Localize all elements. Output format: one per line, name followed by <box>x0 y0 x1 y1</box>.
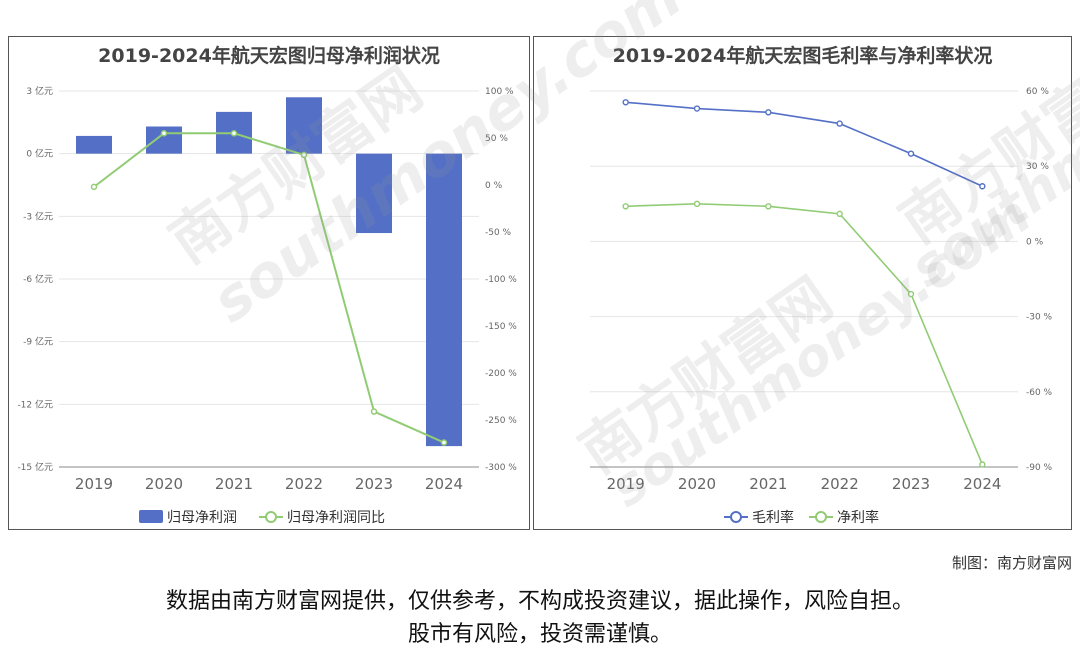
legend-line-label: 归母净利润同比 <box>287 509 385 526</box>
y-left-tick-label: -6 亿元 <box>23 273 53 285</box>
gross-margin-point-2023 <box>907 150 915 157</box>
legend-net-label: 净利率 <box>837 509 879 526</box>
profit-chart-panel: 3 亿元 0 亿元 -3 亿元 -6 亿元 -9 亿元 -12 亿元 -15 亿元 100 %… <box>8 36 530 530</box>
bar-2022 <box>286 97 322 154</box>
y-right-tick-label: -300 % <box>485 463 517 473</box>
legend-gross-marker <box>730 511 742 523</box>
x-tick-label: 2019 <box>75 475 113 493</box>
gross-margin-point-2024 <box>979 183 986 190</box>
chart-credit: 制图：南方财富网 <box>951 554 1072 572</box>
gross-margin-point-2021 <box>765 109 772 116</box>
legend-gross-label: 毛利率 <box>752 509 794 526</box>
legend-bar-label: 归母净利润 <box>167 509 237 526</box>
y-right-tick-label: 50 % <box>485 134 508 144</box>
y-right-tick-label: -250 % <box>485 416 517 426</box>
disclaimer-line-1: 数据由南方财富网提供，仅供参考，不构成投资建议，据此操作，风险自担。 <box>165 589 914 614</box>
bar-2023 <box>356 153 392 234</box>
y-right-tick-label: 0 % <box>485 181 503 191</box>
y-right-tick-label: 60 % <box>1026 87 1049 97</box>
profit-chart-title: 2019-2024年航天宏图归母净利润状况 <box>98 45 440 67</box>
net-margin-point-2021 <box>765 203 772 210</box>
legend-net-marker <box>815 511 827 523</box>
yoy-point-2020 <box>160 130 168 137</box>
margin-chart-title: 2019-2024年航天宏图毛利率与净利率状况 <box>612 45 993 67</box>
net-margin-point-2020 <box>693 200 701 208</box>
y-left-tick-label: -9 亿元 <box>23 336 53 348</box>
gross-margin-point-2019 <box>622 99 629 106</box>
legend-line-marker <box>265 511 277 523</box>
y-right-tick-label: -60 % <box>1026 388 1053 398</box>
net-margin-point-2022 <box>836 210 843 218</box>
yoy-point-2022 <box>300 151 308 159</box>
x-tick-label: 2024 <box>963 475 1001 493</box>
x-tick-label: 2023 <box>355 475 393 493</box>
y-right-tick-label: -150 % <box>485 322 517 332</box>
x-tick-label: 2021 <box>749 475 787 493</box>
yoy-point-2023 <box>370 408 378 415</box>
gross-margin-line <box>625 101 983 187</box>
net-margin-line <box>625 202 984 465</box>
margin-chart: 60 % 30 % 0 % -30 % -60 % -90 % 2019 2020 2021 20… <box>590 87 1053 526</box>
margin-chart-panel: 60 % 30 % 0 % -30 % -60 % -90 % 2019 2020 2021 20… <box>533 36 1072 530</box>
x-tick-label: 2021 <box>215 475 253 493</box>
profit-chart: 3 亿元 0 亿元 -3 亿元 -6 亿元 -9 亿元 -12 亿元 -15 亿元 100 %… <box>17 85 517 526</box>
y-right-tick-label: -100 % <box>485 275 517 285</box>
x-tick-label: 2023 <box>892 475 930 493</box>
net-margin-point-2023 <box>907 290 915 298</box>
yoy-point-2024 <box>440 439 448 446</box>
gross-margin-point-2020 <box>693 105 701 112</box>
y-left-tick-label: -15 亿元 <box>17 461 53 473</box>
x-tick-label: 2019 <box>607 475 645 493</box>
x-tick-label: 2020 <box>145 475 183 493</box>
gross-margin-point-2022 <box>836 120 843 127</box>
x-tick-label: 2022 <box>285 475 323 493</box>
yoy-line <box>93 132 445 444</box>
bar-2024 <box>426 153 462 447</box>
y-right-tick-label: -200 % <box>485 369 517 379</box>
x-tick-label: 2020 <box>678 475 716 493</box>
y-left-tick-label: 0 亿元 <box>26 148 53 160</box>
net-margin-point-2019 <box>622 203 629 210</box>
x-tick-label: 2022 <box>821 475 859 493</box>
x-tick-label: 2024 <box>425 475 463 493</box>
y-right-tick-label: -30 % <box>1026 313 1053 323</box>
y-right-tick-label: 0 % <box>1026 237 1044 247</box>
disclaimer-line-2: 股市有风险，投资需谨慎。 <box>407 622 672 647</box>
y-right-tick-label: -90 % <box>1026 463 1053 473</box>
y-right-tick-label: -50 % <box>485 228 512 238</box>
y-right-tick-label: 30 % <box>1026 162 1049 172</box>
y-left-tick-label: 3 亿元 <box>26 85 53 97</box>
y-left-tick-label: -3 亿元 <box>23 210 53 222</box>
y-left-tick-label: -12 亿元 <box>17 398 53 410</box>
legend-bar-swatch <box>139 510 163 523</box>
yoy-point-2019 <box>90 183 98 191</box>
yoy-point-2021 <box>230 130 238 137</box>
y-right-tick-label: 100 % <box>485 87 514 97</box>
bar-2019 <box>76 135 112 154</box>
net-margin-point-2024 <box>979 461 986 468</box>
